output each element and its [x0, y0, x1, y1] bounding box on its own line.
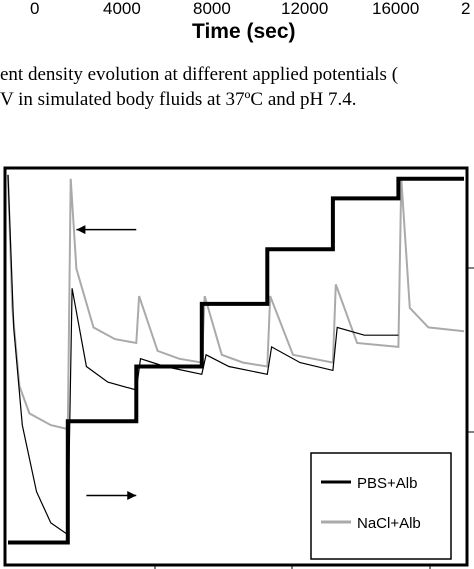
series-layer — [7, 174, 465, 545]
top-xaxis-title: Time (sec) — [192, 20, 296, 43]
axis-ticks — [154, 267, 474, 569]
legend-label-pbs: PBS+Alb — [357, 475, 417, 492]
figure-caption: ent density evolution at different appli… — [0, 64, 398, 110]
arrow-left — [76, 225, 137, 235]
arrow-layer — [76, 225, 137, 501]
legend-box — [310, 452, 452, 560]
top-xtick-4: 16000 — [372, 0, 419, 18]
chart: PBS+Alb NaCl+Alb — [3, 166, 474, 569]
top-figure-fragment: 0 4000 8000 12000 16000 2 Time (sec) — [30, 0, 470, 43]
top-xtick-1: 4000 — [103, 0, 141, 18]
plot-frame — [3, 166, 469, 567]
top-xtick-3: 12000 — [281, 0, 328, 18]
arrow-right — [86, 491, 137, 501]
caption-line-2: V in simulated body fluids at 37ºC and p… — [0, 89, 357, 110]
series-pbs-alb-step-line — [8, 176, 464, 545]
top-xtick-5: 2 — [461, 0, 470, 18]
top-xtick-0: 0 — [30, 0, 39, 18]
legend: PBS+Alb NaCl+Alb — [310, 452, 452, 560]
series-pbs-alb-current-line — [7, 174, 399, 536]
top-xtick-2: 8000 — [193, 0, 231, 18]
caption-line-1: ent density evolution at different appli… — [0, 64, 398, 85]
legend-label-nacl: NaCl+Alb — [357, 515, 421, 532]
